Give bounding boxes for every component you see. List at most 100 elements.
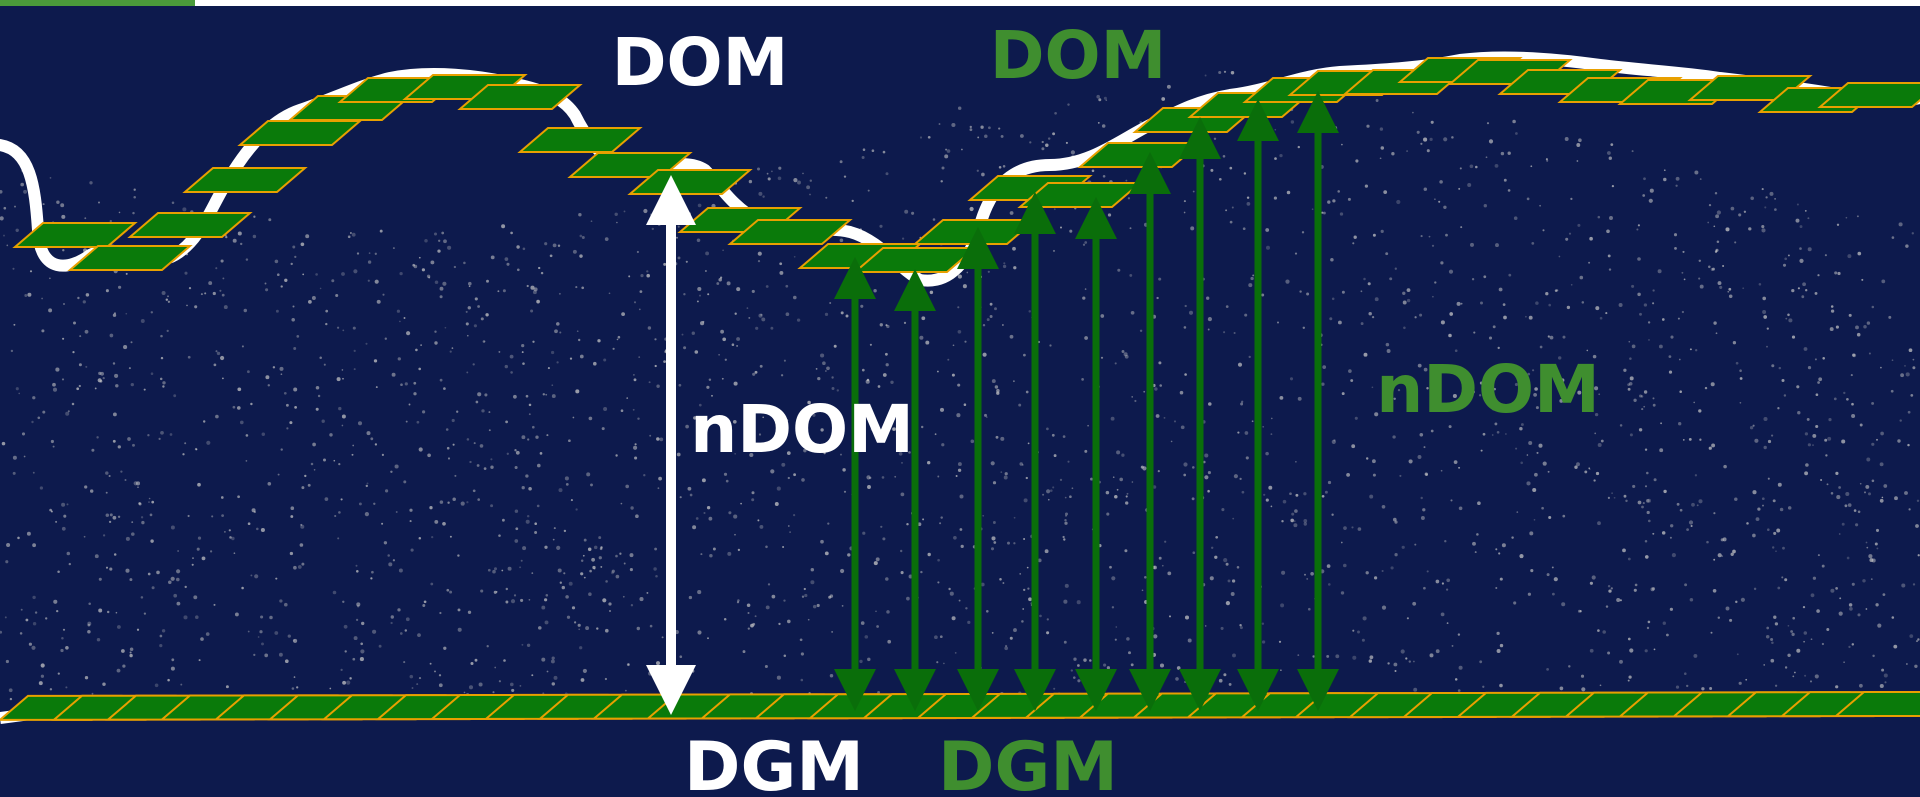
point: [1142, 466, 1147, 471]
point: [1003, 475, 1008, 480]
point: [1430, 120, 1434, 124]
point: [1471, 390, 1475, 394]
point: [213, 603, 216, 606]
point: [240, 242, 243, 246]
point: [477, 305, 480, 308]
point: [823, 452, 826, 455]
point: [1890, 389, 1894, 393]
point: [409, 674, 414, 679]
point: [1908, 348, 1913, 353]
point: [1229, 220, 1233, 224]
point: [1192, 551, 1196, 555]
point: [1339, 212, 1344, 216]
point: [579, 646, 583, 650]
point: [1434, 377, 1438, 381]
point: [400, 383, 403, 387]
point: [998, 127, 1001, 130]
point: [260, 615, 264, 619]
point: [60, 203, 65, 208]
dgm-label-white: DGM: [684, 728, 864, 797]
point: [1812, 576, 1817, 580]
point: [1792, 616, 1795, 620]
point: [522, 546, 527, 551]
point: [802, 172, 804, 175]
point: [925, 300, 930, 304]
point: [1610, 143, 1614, 146]
point: [1652, 302, 1655, 305]
point: [370, 577, 373, 580]
point: [1289, 492, 1292, 496]
point: [679, 655, 683, 658]
point: [1586, 381, 1590, 385]
point: [1528, 441, 1533, 445]
point: [274, 631, 279, 635]
point: [1715, 332, 1718, 335]
point: [1130, 663, 1134, 667]
point: [232, 238, 237, 243]
point: [1708, 203, 1712, 207]
point: [992, 521, 996, 524]
point: [1710, 382, 1715, 387]
point: [845, 314, 849, 318]
point: [1513, 216, 1518, 220]
point: [5, 560, 9, 564]
point: [1660, 422, 1662, 425]
point: [96, 637, 101, 642]
point: [1526, 454, 1529, 456]
point: [1586, 349, 1589, 352]
point: [747, 612, 750, 614]
point: [431, 535, 434, 539]
point: [1728, 294, 1733, 299]
point: [1713, 558, 1716, 561]
point: [1129, 227, 1132, 230]
point: [1321, 382, 1325, 386]
point: [1877, 623, 1882, 628]
point: [220, 355, 225, 361]
point: [1516, 408, 1518, 411]
point: [519, 566, 522, 569]
point: [1227, 579, 1231, 583]
point: [1891, 236, 1895, 239]
point: [1777, 482, 1782, 487]
point: [989, 302, 993, 306]
point: [1690, 524, 1693, 528]
point: [243, 308, 248, 313]
point: [1372, 233, 1376, 237]
dgm-label-green: DGM: [938, 728, 1118, 797]
point: [867, 657, 871, 662]
point: [1814, 674, 1819, 679]
point: [365, 484, 368, 488]
point: [977, 136, 980, 139]
point: [1608, 156, 1612, 160]
point: [581, 236, 585, 239]
point: [1688, 438, 1692, 441]
point: [1784, 666, 1788, 669]
point: [102, 682, 106, 686]
point: [272, 366, 276, 369]
point: [1909, 634, 1914, 638]
point: [390, 621, 393, 625]
point: [1752, 533, 1756, 538]
point: [1610, 587, 1613, 590]
point: [760, 313, 763, 316]
point: [198, 659, 201, 662]
point: [1401, 545, 1405, 549]
point: [1073, 657, 1077, 661]
point: [809, 193, 811, 196]
point: [994, 385, 999, 389]
point: [1391, 384, 1394, 387]
point: [882, 537, 886, 541]
point: [678, 383, 682, 387]
point: [503, 659, 506, 662]
point: [1836, 223, 1840, 226]
point: [955, 475, 958, 477]
dom-label-white: DOM: [612, 24, 789, 101]
point: [1821, 564, 1825, 568]
point: [296, 335, 300, 338]
point: [1494, 422, 1498, 426]
point: [962, 284, 967, 289]
point: [1774, 684, 1778, 687]
point: [290, 506, 295, 511]
point: [1519, 554, 1524, 559]
point: [1096, 94, 1100, 99]
